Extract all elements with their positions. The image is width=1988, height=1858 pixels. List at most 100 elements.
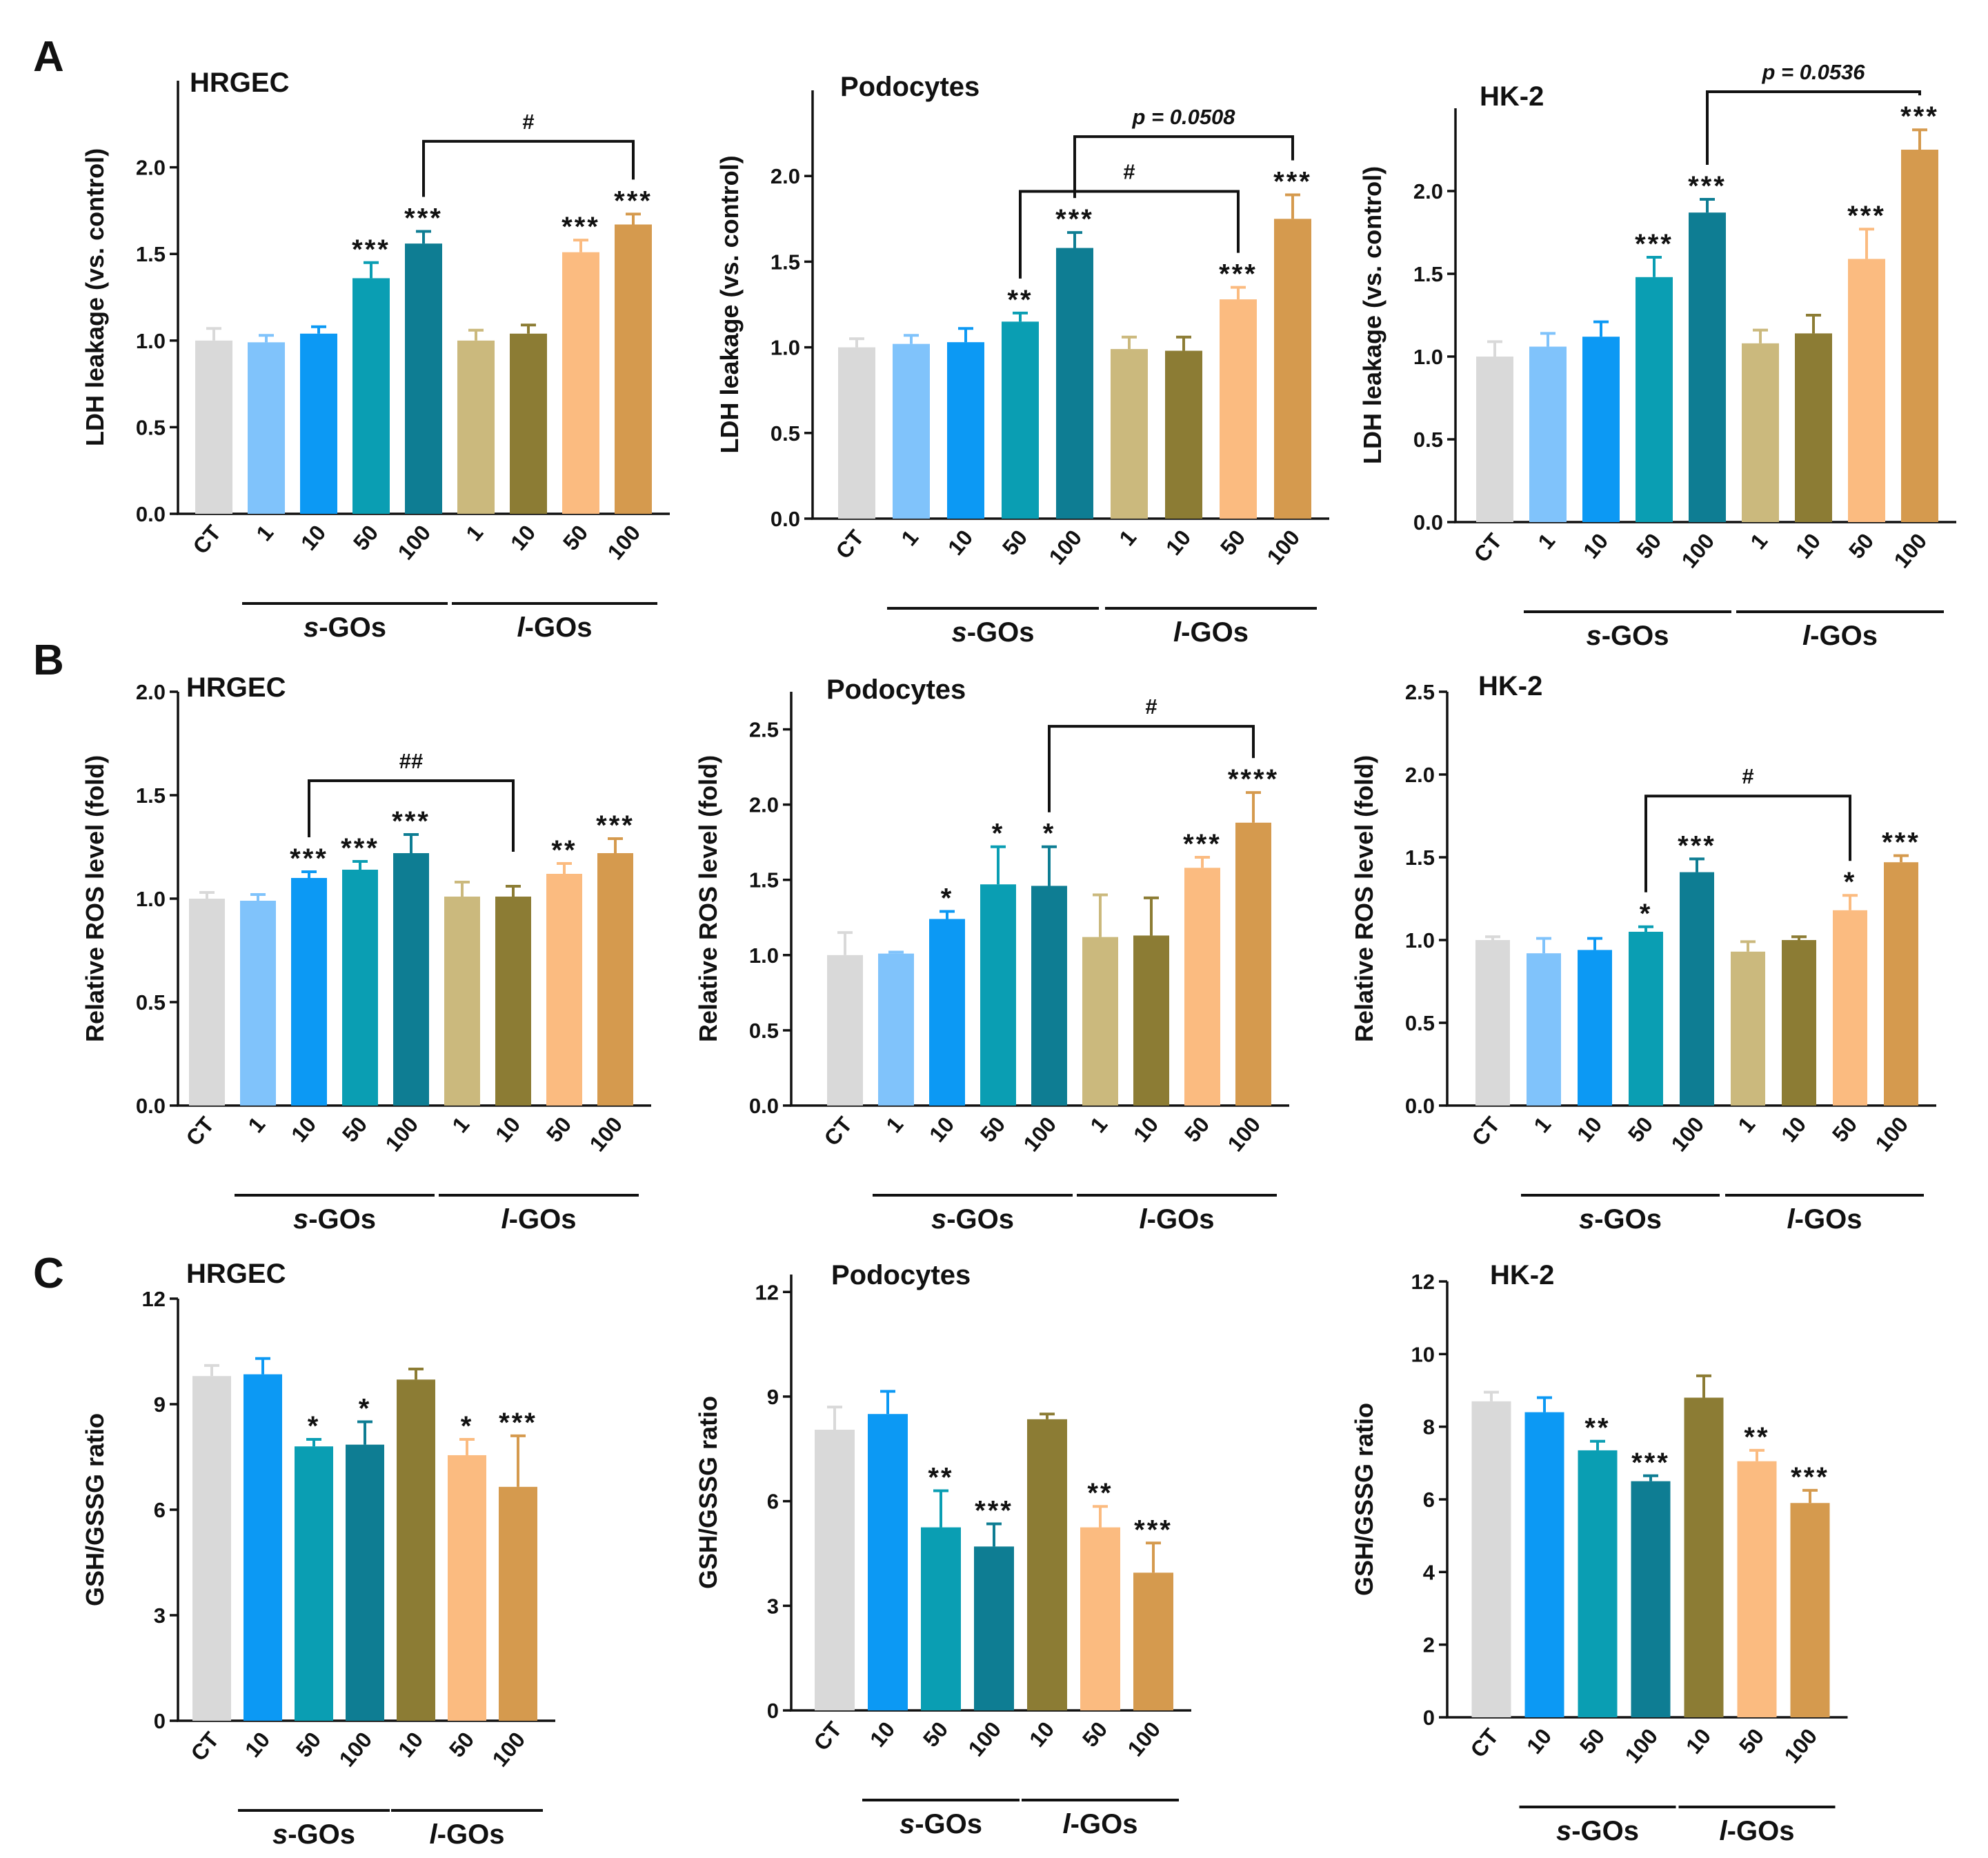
y-tick-label: 1.5: [1413, 262, 1443, 286]
group-label-suffix: -GOs: [308, 1204, 376, 1235]
group-label-prefix: s: [951, 617, 966, 648]
bar-CT: [815, 1429, 855, 1710]
bar-s50: [295, 1446, 333, 1721]
chart-title: HRGEC: [190, 68, 289, 98]
bar-l100: [1235, 822, 1271, 1106]
group-label: l-GOs: [1720, 1816, 1795, 1846]
bar-l100: [499, 1486, 537, 1721]
y-tick-label: 2: [1423, 1633, 1435, 1657]
y-tick-label: 0.0: [136, 502, 166, 526]
y-axis-label: Relative ROS level (fold): [1350, 755, 1378, 1042]
bar-s50: [980, 884, 1016, 1106]
y-axis-label: GSH/GSSG ratio: [694, 1396, 722, 1589]
bar-s10: [243, 1374, 282, 1721]
x-tick-label: 1: [1533, 528, 1560, 554]
y-axis-label: LDH leakage (vs. control): [81, 148, 109, 446]
x-tick-label: 50: [444, 1727, 479, 1761]
y-tick-label: 0: [1423, 1706, 1435, 1730]
group-label: s-GOs: [899, 1809, 982, 1839]
group-label-suffix: -GOs: [1071, 1809, 1138, 1839]
x-tick-label: 10: [1129, 1112, 1163, 1146]
bracket-label: p = 0.0508: [1131, 105, 1235, 129]
bar-l100: [597, 853, 633, 1106]
comparison-bracket: [1019, 190, 1240, 279]
x-tick-label: CT: [186, 1727, 223, 1766]
y-tick-label: 1.0: [136, 329, 166, 353]
significance-stars: ***: [352, 234, 390, 265]
y-tick-label: 1.0: [771, 336, 800, 360]
y-tick-label: 0.5: [1405, 1011, 1435, 1035]
x-tick-label: 100: [963, 1717, 1006, 1761]
bar-CT: [195, 340, 232, 514]
y-tick-label: 6: [154, 1498, 166, 1522]
group-label: s-GOs: [1586, 621, 1669, 651]
significance-stars: *: [992, 819, 1005, 849]
group-label-prefix: l: [1720, 1816, 1728, 1846]
x-tick-label: 50: [558, 520, 593, 555]
y-tick-label: 0.0: [749, 1094, 779, 1118]
bar-l100: [1790, 1503, 1830, 1717]
significance-stars: *: [461, 1411, 474, 1441]
group-label-suffix: -GOs: [915, 1809, 982, 1839]
bar-l10: [495, 897, 531, 1106]
group-label: l-GOs: [430, 1819, 505, 1850]
group-label-suffix: -GOs: [288, 1819, 355, 1850]
x-tick-label: 1: [1529, 1112, 1555, 1137]
bar-CT: [192, 1376, 231, 1721]
x-tick-label: 1: [1733, 1112, 1760, 1137]
x-tick-label: 1: [243, 1112, 270, 1137]
group-label-prefix: s: [304, 612, 319, 643]
bar-s10: [300, 333, 337, 514]
significance-stars: ***: [1219, 259, 1258, 290]
x-tick-label: 10: [286, 1112, 321, 1146]
group-label-prefix: s: [1586, 621, 1601, 651]
y-axis-label: Relative ROS level (fold): [81, 755, 109, 1042]
chart-title: HK-2: [1480, 81, 1544, 112]
x-tick-label: 100: [334, 1727, 377, 1771]
y-tick-label: 1.0: [1413, 345, 1443, 369]
x-tick-label: 10: [1578, 528, 1613, 563]
significance-stars: ***: [499, 1408, 537, 1438]
bar-s100: [346, 1444, 384, 1721]
x-tick-label: 100: [392, 520, 435, 564]
x-tick-label: 10: [1776, 1112, 1811, 1146]
significance-stars: ***: [614, 186, 653, 216]
y-tick-label: 2.0: [1413, 179, 1443, 203]
group-label: l-GOs: [1173, 617, 1249, 648]
x-tick-label: 1: [1114, 525, 1141, 550]
x-tick-label: 100: [380, 1112, 423, 1156]
chart-a-podocytes: Podocytes LDH leakage (vs. control) 0.0 0.5…: [715, 72, 1329, 648]
chart-title: HK-2: [1478, 671, 1542, 701]
bar-CT: [827, 955, 863, 1106]
x-tick-label: 50: [541, 1112, 576, 1146]
bar-s10: [947, 342, 984, 519]
y-axis-label: LDH leakage (vs. control): [715, 155, 744, 453]
bar-s50: [1002, 321, 1039, 519]
panel-letter-b: B: [33, 637, 64, 684]
y-tick-label: 0.5: [771, 421, 800, 446]
y-tick-label: 2.0: [1405, 763, 1435, 787]
bar-s100: [1680, 872, 1714, 1106]
significance-stars: *: [359, 1394, 372, 1424]
chart-b-podocytes: Podocytes Relative ROS level (fold) 0.0 0.5…: [694, 675, 1289, 1235]
y-tick-label: 1.5: [771, 250, 800, 274]
bar-l50: [1833, 910, 1867, 1106]
bar-l100: [1133, 1572, 1173, 1710]
group-label-prefix: l: [1140, 1204, 1148, 1235]
bar-l50: [1080, 1527, 1120, 1710]
bar-l10: [1684, 1397, 1724, 1717]
x-tick-label: CT: [1467, 1112, 1504, 1150]
significance-stars: **: [928, 1462, 953, 1492]
significance-stars: *: [308, 1411, 321, 1441]
y-tick-label: 2.5: [749, 718, 779, 742]
group-label-suffix: -GOs: [1147, 1204, 1215, 1235]
chart-title: HK-2: [1490, 1260, 1554, 1290]
significance-stars: ***: [596, 810, 635, 841]
significance-stars: ***: [341, 833, 379, 863]
y-tick-label: 1.5: [749, 868, 779, 892]
group-label-suffix: -GOs: [509, 1204, 577, 1235]
x-tick-label: 100: [1676, 528, 1719, 572]
bar-l1: [1111, 349, 1148, 519]
bracket-label: p = 0.0536: [1761, 60, 1865, 84]
group-label-prefix: l: [501, 1204, 510, 1235]
